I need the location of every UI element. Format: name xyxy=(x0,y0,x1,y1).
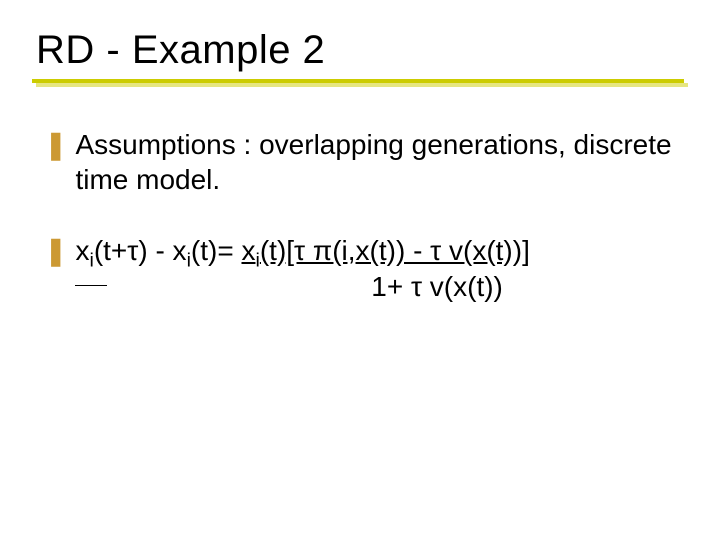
underline-shadow xyxy=(36,83,688,87)
eq-lhs-mid: (t+τ) - x xyxy=(94,235,187,266)
equation-line-1: xi(t+τ) - xi(t)= xi(t)[τ π(i,x(t)) - τ v… xyxy=(75,233,684,269)
fraction-rule-left xyxy=(75,285,107,286)
slide-body: ❚ Assumptions : overlapping generations,… xyxy=(36,127,684,306)
eq-lhs-x1: x xyxy=(75,235,89,266)
equation-line-2: 1+ τ v(x(t)) xyxy=(75,269,684,305)
bullet-icon: ❚ xyxy=(44,233,67,268)
eq-num-rest: (t)[τ π(i,x(t)) - τ v(x(t))] xyxy=(260,235,530,266)
underline-main xyxy=(32,79,684,83)
eq-denominator: 1+ τ v(x(t)) xyxy=(115,271,503,302)
eq-numerator: xi(t)[τ π(i,x(t)) - τ v(x(t))] xyxy=(241,235,529,266)
equation-block: xi(t+τ) - xi(t)= xi(t)[τ π(i,x(t)) - τ v… xyxy=(75,233,684,306)
eq-lhs-end: (t)= xyxy=(191,235,242,266)
eq-num-x: x xyxy=(241,235,255,266)
bullet-icon: ❚ xyxy=(44,127,67,162)
title-underline xyxy=(36,79,684,99)
slide-title: RD - Example 2 xyxy=(36,28,684,73)
bullet-item-assumptions: ❚ Assumptions : overlapping generations,… xyxy=(44,127,684,197)
bullet-item-equation: ❚ xi(t+τ) - xi(t)= xi(t)[τ π(i,x(t)) - τ… xyxy=(44,233,684,306)
assumptions-text: Assumptions : overlapping generations, d… xyxy=(75,127,684,197)
